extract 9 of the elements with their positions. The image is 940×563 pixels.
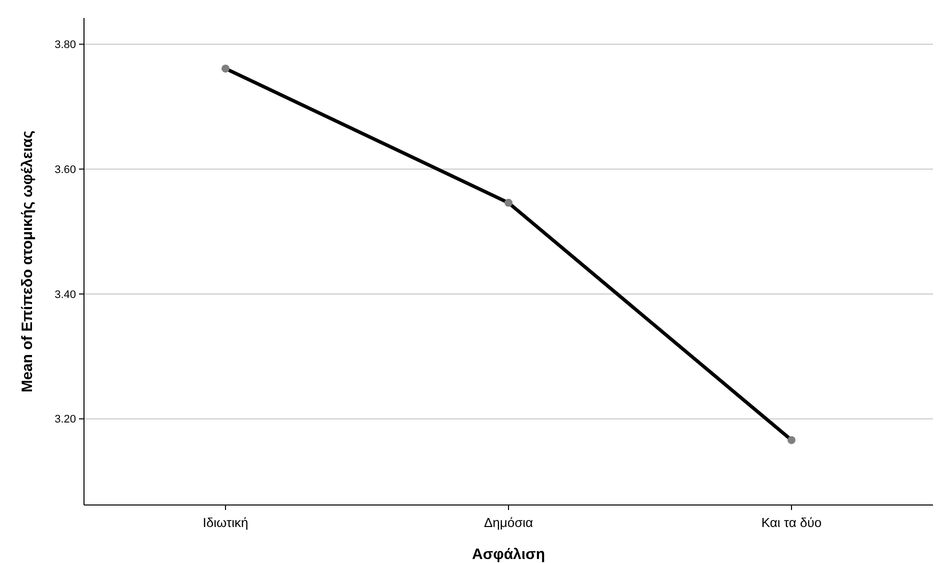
y-tick-label: 3.60	[54, 164, 76, 176]
y-axis-title: Mean of Επίπεδο ατομικής ωφέλειας	[19, 130, 36, 392]
x-tick-label: Και τα δύο	[761, 515, 822, 530]
y-tick-label: 3.40	[54, 288, 76, 301]
x-tick-label: Δημόσια	[484, 515, 534, 530]
x-axis-title: Ασφάλιση	[472, 546, 545, 563]
y-tick-label: 3.20	[54, 414, 76, 426]
x-tick-label: Ιδιωτική	[202, 515, 248, 530]
y-tick-label: 3.80	[54, 39, 76, 52]
